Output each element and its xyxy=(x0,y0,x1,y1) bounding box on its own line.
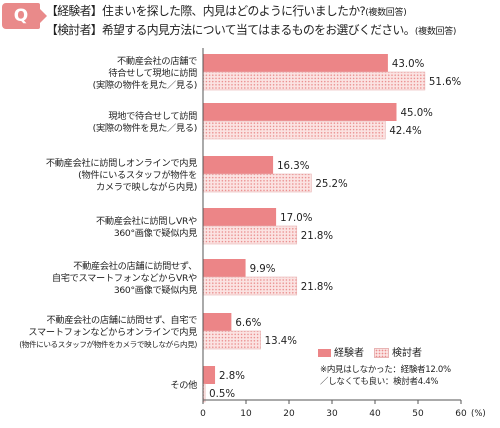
question-note-experienced: (複数回答) xyxy=(365,8,407,18)
x-tick-label: 40 xyxy=(369,409,381,419)
chart-legend: 経験者 検討者 xyxy=(318,344,422,359)
value-label-considering: 25.2% xyxy=(315,179,348,190)
question-badge: Q xyxy=(2,3,47,29)
footnote-line-2: ／しなくても良い：検討者4.4% xyxy=(320,377,439,387)
footnote-line-1: ※内見はしなかった：経験者12.0% xyxy=(320,365,451,375)
x-tick-label: 60 xyxy=(455,409,467,419)
bar-considering xyxy=(202,276,298,296)
x-tick-label: 30 xyxy=(326,409,338,419)
value-label-experienced: 45.0% xyxy=(401,108,434,119)
bar-experienced xyxy=(203,103,397,121)
bar-experienced xyxy=(203,366,216,384)
category-label: (物件にいるスタッフが物件を xyxy=(78,169,197,181)
bar-considering xyxy=(202,225,298,245)
bar-considering xyxy=(202,120,386,140)
value-label-experienced: 2.8% xyxy=(219,371,245,382)
value-label-experienced: 17.0% xyxy=(280,213,313,224)
category-label: 不動産会社の店舗で xyxy=(117,55,197,67)
x-axis-unit: (%) xyxy=(471,409,486,419)
category-label: 自宅でスマートフォンなどからVRや xyxy=(52,272,197,284)
category-label: (実際の物件を見た／見る) xyxy=(93,79,197,91)
value-label-experienced: 43.0% xyxy=(392,59,425,70)
category-label: 不動産会社に訪問しVRや xyxy=(96,215,197,227)
legend-label-considering: 検討者 xyxy=(392,348,422,359)
question-line-considering: 【検討者】希望する内見方法について当てはまるものをお選びください。(複数回答) xyxy=(46,21,456,38)
x-tick-label: 0 xyxy=(200,409,206,419)
category-label: 現地で待合せして訪問 xyxy=(108,110,197,122)
category-label: (物件にいるスタッフが物件をカメラで映しながら内見) xyxy=(19,339,197,349)
category-label: カメラで映しながら内見) xyxy=(96,181,197,193)
x-tick-label: 20 xyxy=(283,409,295,419)
question-note-considering: (複数回答) xyxy=(414,27,457,37)
bar-experienced xyxy=(203,156,274,174)
value-label-experienced: 16.3% xyxy=(277,161,310,172)
category-label: 360°画像で疑似内見 xyxy=(114,227,197,239)
category-label: 待合せして現地に訪問 xyxy=(108,67,197,79)
question-line-experienced: 【経験者】住まいを探した際、内見はどのように行いましたか?(複数回答) xyxy=(46,2,407,19)
category-label: その他 xyxy=(170,379,197,391)
category-label: 不動産会社に訪問しオンラインで内見 xyxy=(46,157,197,169)
bar-experienced xyxy=(203,54,388,72)
legend-item-experienced: 経験者 xyxy=(318,344,364,359)
question-text-considering: 【検討者】希望する内見方法について当てはまるものをお選びください。 xyxy=(46,23,416,37)
category-label: 不動産会社の店舗に訪問せず、 xyxy=(73,260,197,272)
legend-label-experienced: 経験者 xyxy=(334,348,364,359)
value-label-considering: 42.4% xyxy=(389,126,422,137)
category-label: (実際の物件を見た／見る) xyxy=(93,122,197,134)
value-label-considering: 0.5% xyxy=(209,389,235,400)
value-label-considering: 51.6% xyxy=(429,77,462,88)
x-tick-label: 10 xyxy=(240,409,252,419)
category-label: 不動産会社の店舗に訪問せず、自宅で xyxy=(47,314,198,326)
category-label: 360°画像で疑似内見 xyxy=(114,284,197,296)
value-label-considering: 13.4% xyxy=(265,336,298,347)
bar-considering xyxy=(202,173,312,193)
category-label: スマートフォンなどからオンラインで内見 xyxy=(28,326,197,338)
legend-swatch-experienced xyxy=(318,349,331,357)
x-tick-label: 50 xyxy=(412,409,424,419)
value-label-experienced: 9.9% xyxy=(250,264,276,275)
bar-experienced xyxy=(203,313,232,331)
question-text-experienced: 【経験者】住まいを探した際、内見はどのように行いましたか? xyxy=(46,4,366,18)
legend-item-considering: 検討者 xyxy=(374,344,422,359)
value-label-considering: 21.8% xyxy=(301,231,334,242)
legend-swatch-considering xyxy=(374,348,389,358)
value-label-considering: 21.8% xyxy=(301,282,334,293)
bar-experienced xyxy=(203,259,246,277)
bar-considering xyxy=(202,330,261,350)
value-label-experienced: 6.6% xyxy=(235,318,261,329)
bar-experienced xyxy=(203,208,277,226)
bar-considering xyxy=(202,71,426,91)
